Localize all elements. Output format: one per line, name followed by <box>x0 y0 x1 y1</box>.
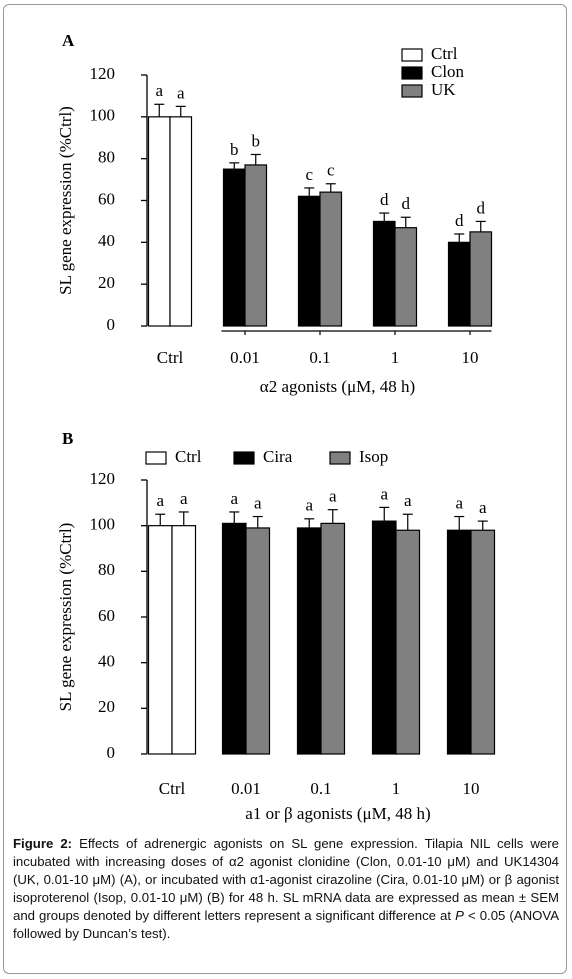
y-tick-label: 120 <box>90 469 116 488</box>
bar <box>297 195 321 327</box>
significance-letter: c <box>305 165 313 184</box>
legend-swatch <box>329 451 351 465</box>
bar <box>222 168 246 327</box>
significance-letter: a <box>180 489 188 508</box>
significance-letter: a <box>479 498 487 517</box>
y-tick-label: 40 <box>98 231 115 250</box>
legend-label: Cira <box>263 447 293 466</box>
y-tick-label: 60 <box>98 189 115 208</box>
y-tick-label: 100 <box>90 106 116 125</box>
bar <box>171 525 197 755</box>
x-tick-label: 0.1 <box>310 779 331 798</box>
legend-label: Ctrl <box>175 447 202 466</box>
legend-swatch <box>145 451 167 465</box>
bar <box>244 164 268 327</box>
significance-letter: a <box>254 493 262 512</box>
panel-label: B <box>62 429 73 448</box>
y-tick-label: 80 <box>98 560 115 579</box>
significance-letter: d <box>402 194 411 213</box>
significance-letter: d <box>380 190 389 209</box>
x-tick-label: 1 <box>391 348 400 367</box>
y-tick-label: 20 <box>98 697 115 716</box>
significance-letter: a <box>156 491 164 510</box>
legend-swatch <box>401 66 423 80</box>
legend-swatch <box>401 48 423 62</box>
significance-letter: a <box>305 496 313 515</box>
caption-text: Effects of adrenergic agonists on SL gen… <box>13 836 559 923</box>
caption-text: < 0.05 (ANOVA followed by Duncan’s test)… <box>13 908 559 941</box>
y-tick-label: 60 <box>98 606 115 625</box>
y-tick-label: 80 <box>98 148 115 167</box>
caption: Figure 2: Effects of adrenergic agonists… <box>13 835 559 943</box>
significance-letter: b <box>252 131 261 150</box>
x-tick-label: 0.1 <box>309 348 330 367</box>
significance-letter: d <box>477 198 486 217</box>
caption-p: P <box>455 908 464 923</box>
x-tick-label: 0.01 <box>231 779 261 798</box>
bar <box>245 527 271 755</box>
panel-label: A <box>62 31 75 50</box>
significance-letter: c <box>327 161 335 180</box>
bar <box>470 529 496 755</box>
bar <box>296 527 322 755</box>
significance-letter: a <box>155 81 163 100</box>
significance-letter: a <box>380 484 388 503</box>
bar <box>319 191 343 327</box>
bar <box>147 116 171 327</box>
bar <box>395 529 421 755</box>
significance-letter: a <box>455 493 463 512</box>
x-tick-label: Ctrl <box>159 779 186 798</box>
y-tick-label: 40 <box>98 652 115 671</box>
legend-label: Isop <box>359 447 388 466</box>
y-axis-title: SL gene expression (%Ctrl) <box>56 523 75 712</box>
bar <box>372 220 396 327</box>
significance-letter: a <box>404 491 412 510</box>
y-axis-title: SL gene expression (%Ctrl) <box>56 106 75 295</box>
bar <box>394 227 418 327</box>
bar <box>169 116 193 327</box>
y-tick-label: 120 <box>90 64 116 83</box>
x-tick-label: 10 <box>463 779 480 798</box>
bar <box>469 231 493 327</box>
y-tick-label: 0 <box>107 743 116 762</box>
significance-letter: a <box>177 83 185 102</box>
bar <box>446 529 472 755</box>
x-tick-label: 10 <box>462 348 479 367</box>
x-tick-label: 0.01 <box>230 348 260 367</box>
legend-swatch <box>233 451 255 465</box>
x-axis-title: a1 or β agonists (μM, 48 h) <box>245 804 430 823</box>
bar <box>447 241 471 327</box>
bar <box>147 525 173 755</box>
legend-label: Clon <box>431 62 465 81</box>
bar <box>371 520 397 755</box>
legend-label: Ctrl <box>431 44 458 63</box>
y-tick-label: 20 <box>98 273 115 292</box>
x-axis-title: α2 agonists (μM, 48 h) <box>260 377 415 396</box>
x-tick-label: 1 <box>392 779 401 798</box>
significance-letter: a <box>230 489 238 508</box>
significance-letter: b <box>230 140 239 159</box>
x-tick-label: Ctrl <box>157 348 184 367</box>
bar <box>221 522 247 755</box>
caption-label: Figure 2: <box>13 836 73 851</box>
legend-label: UK <box>431 80 456 99</box>
frame <box>3 4 567 974</box>
legend-swatch <box>401 84 423 98</box>
bar <box>320 522 346 755</box>
significance-letter: a <box>329 487 337 506</box>
significance-letter: d <box>455 211 464 230</box>
y-tick-label: 0 <box>107 315 116 334</box>
y-tick-label: 100 <box>90 515 116 534</box>
